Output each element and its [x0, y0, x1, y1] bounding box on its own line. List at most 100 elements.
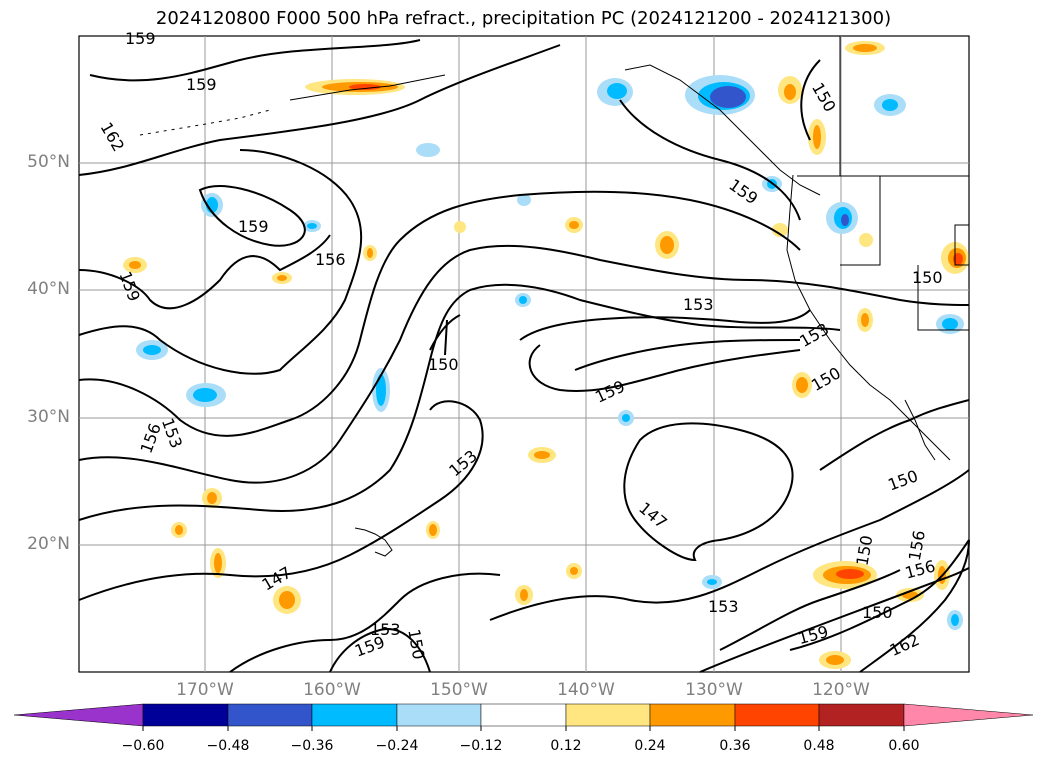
- precip-patch: [784, 84, 796, 100]
- precip-patch: [454, 221, 466, 233]
- contour-line: [623, 422, 794, 562]
- precip-patch: [836, 569, 864, 579]
- colorbar-segment: [480, 703, 567, 727]
- precip-patch: [367, 248, 373, 258]
- precip-patch: [175, 525, 183, 535]
- border-states-2: [917, 265, 969, 331]
- precip-patch: [429, 524, 437, 536]
- contour-line: [78, 283, 841, 521]
- colorbar-tick-label: 0.36: [719, 738, 751, 754]
- precip-patch: [534, 451, 550, 459]
- colorbar-tick-label: −0.48: [206, 738, 250, 754]
- precip-patch: [813, 125, 821, 149]
- precip-patch: [710, 86, 746, 108]
- colorbar-extend-low: [13, 703, 144, 727]
- lat-label: 40°N: [27, 279, 70, 299]
- contour-line: [429, 314, 461, 356]
- graticule: [79, 36, 969, 672]
- precip-patch: [143, 345, 161, 355]
- precip-patch: [826, 655, 844, 665]
- colorbar-tick-label: 0.24: [634, 738, 666, 754]
- colorbar-tick-label: 0.48: [803, 738, 835, 754]
- colorbar-segment: [227, 703, 313, 727]
- border-states: [840, 176, 881, 266]
- contour-line: [574, 339, 801, 371]
- precip-patch: [307, 223, 317, 229]
- precip-patch: [416, 143, 440, 157]
- contour-line: [699, 567, 970, 673]
- precip-patch: [517, 194, 531, 206]
- precip-patch: [193, 388, 217, 402]
- colorbar-tick-label: −0.12: [459, 738, 503, 754]
- contour-line: [489, 469, 970, 621]
- colorbar-segment: [142, 703, 229, 727]
- lon-label: 140°W: [557, 680, 615, 700]
- precip-patch: [376, 374, 386, 406]
- contour-label: 159: [238, 217, 269, 236]
- contour-label: 150: [912, 268, 943, 287]
- contour-label: 159: [186, 75, 217, 94]
- lat-label: 30°N: [27, 407, 70, 427]
- precip-patch: [707, 579, 717, 585]
- precip-patch: [772, 223, 788, 237]
- contour-line: [619, 99, 801, 221]
- refract-contours: [78, 39, 970, 673]
- coastline-alaska: [289, 74, 446, 101]
- precip-patch: [129, 261, 141, 269]
- precip-patch: [942, 318, 958, 330]
- colorbar-tick-label: 0.60: [888, 738, 920, 754]
- contour-label: 150: [862, 603, 893, 622]
- precip-patch: [207, 492, 217, 504]
- precip-patch: [859, 233, 873, 247]
- contour-line: [78, 400, 484, 601]
- lon-label: 160°W: [303, 680, 361, 700]
- colorbar-tick-label: −0.24: [375, 738, 419, 754]
- precip-patch: [570, 567, 578, 575]
- contour-line: [800, 59, 821, 141]
- colorbar-segment: [396, 703, 482, 727]
- contour-label: 153: [708, 597, 739, 616]
- contour-line: [719, 569, 901, 651]
- precip-patch: [607, 83, 627, 99]
- contour-line: [198, 185, 306, 247]
- lat-label: 50°N: [27, 152, 70, 172]
- lon-label: 130°W: [685, 680, 743, 700]
- precip-patch: [622, 414, 630, 422]
- lat-label: 20°N: [27, 534, 70, 554]
- colorbar-segment: [565, 703, 651, 727]
- contour-line: [859, 539, 970, 673]
- contour-line: [78, 234, 331, 310]
- contour-line: [519, 309, 811, 392]
- contour-label: 153: [370, 620, 401, 639]
- precip-patch: [519, 296, 527, 304]
- coastline-bc: [624, 64, 821, 196]
- contour-line: [78, 244, 970, 484]
- contour-line: [789, 539, 970, 651]
- colorbar-segment: [818, 703, 905, 727]
- precip-patch: [349, 84, 381, 90]
- contour-label: 150: [428, 355, 459, 374]
- contour-line: [78, 190, 801, 437]
- colorbar-extend-high: [903, 703, 1034, 727]
- precip-patch: [882, 99, 898, 111]
- precip-patch: [853, 44, 877, 52]
- colorbar-tick-label: −0.36: [290, 738, 334, 754]
- precip-patch: [841, 214, 849, 226]
- lon-label: 170°W: [176, 680, 234, 700]
- contour-line: [78, 149, 363, 375]
- colorbar-segment: [734, 703, 820, 727]
- colorbar-tick-label: −0.60: [121, 738, 165, 754]
- contour-label: 153: [683, 295, 714, 314]
- colorbar-tick-label: 0.12: [550, 738, 582, 754]
- coastlines: [139, 36, 970, 557]
- precip-patch: [796, 377, 808, 393]
- contour-line: [229, 572, 501, 673]
- precip-patch: [660, 236, 674, 254]
- precip-patch: [279, 591, 295, 609]
- precip-patch: [214, 553, 222, 573]
- border-box: [954, 224, 970, 266]
- colorbar: [13, 703, 1034, 731]
- contour-line: [89, 39, 421, 82]
- coastline-hawaii: [354, 527, 393, 557]
